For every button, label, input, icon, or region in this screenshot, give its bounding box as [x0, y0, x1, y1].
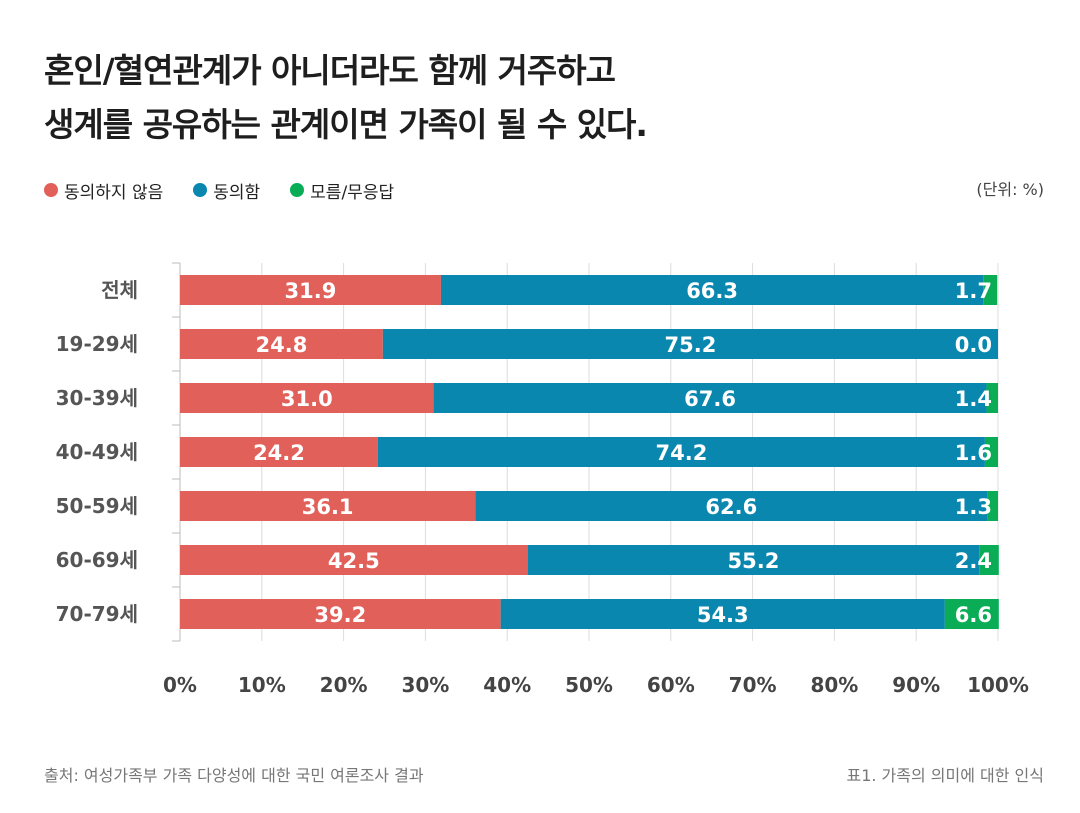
- x-tick-label: 40%: [483, 673, 531, 697]
- data-label: 36.1: [302, 495, 354, 519]
- data-label: 6.6: [955, 603, 992, 627]
- bar-segment: [983, 275, 998, 305]
- category-label: 전체: [101, 278, 138, 302]
- bar-segment: [180, 437, 378, 467]
- legend-label-unknown: 모름/무응답: [310, 182, 395, 203]
- data-label: 31.0: [281, 387, 333, 411]
- bar-segment: [984, 437, 998, 467]
- x-tick-label: 20%: [320, 673, 368, 697]
- data-label: 1.6: [955, 441, 992, 465]
- category-label: 60-69세: [56, 548, 138, 572]
- data-label: 24.2: [253, 441, 305, 465]
- bar-segment: [987, 491, 998, 521]
- data-label: 39.2: [314, 603, 366, 627]
- legend-item-agree: 동의함: [193, 178, 260, 203]
- x-tick-label: 90%: [892, 673, 940, 697]
- data-label: 1.7: [955, 279, 992, 303]
- category-label: 70-79세: [56, 602, 138, 626]
- category-label: 30-39세: [56, 386, 138, 410]
- data-label: 62.6: [705, 495, 757, 519]
- bar-segment: [382, 329, 998, 359]
- unit-label: (단위: %): [976, 180, 1044, 199]
- data-label: 74.2: [656, 441, 708, 465]
- bar-segment: [180, 383, 434, 413]
- bar-segment: [180, 329, 383, 359]
- x-tick-label: 60%: [647, 673, 695, 697]
- data-label: 0.0: [955, 333, 992, 357]
- bar-segment: [377, 437, 985, 467]
- category-label: 19-29세: [56, 332, 138, 356]
- data-label: 24.8: [256, 333, 308, 357]
- bar-segment: [180, 275, 441, 305]
- x-tick-label: 0%: [163, 673, 197, 697]
- data-label: 55.2: [728, 549, 780, 573]
- data-label: 66.3: [686, 279, 738, 303]
- bar-segment: [986, 383, 998, 413]
- legend-item-disagree: 동의하지 않음: [44, 178, 163, 203]
- legend-item-unknown: 모름/무응답: [290, 178, 394, 203]
- bar-segment: [527, 545, 980, 575]
- data-label: 2.4: [955, 549, 992, 573]
- category-label: 40-49세: [56, 440, 138, 464]
- chart-title: 혼인/혈연관계가 아니더라도 함께 거주하고 생계를 공유하는 관계이면 가족이…: [44, 44, 1044, 152]
- legend-label-disagree: 동의하지 않음: [64, 182, 164, 203]
- x-tick-label: 10%: [238, 673, 286, 697]
- source-note: 출처: 여성가족부 가족 다양성에 대한 국민 여론조사 결과: [44, 766, 424, 785]
- x-tick-label: 80%: [810, 673, 858, 697]
- x-tick-label: 30%: [401, 673, 449, 697]
- bar-segment: [180, 491, 476, 521]
- legend-swatch-agree: [193, 183, 208, 197]
- data-label: 54.3: [697, 603, 749, 627]
- title-line-2: 생계를 공유하는 관계이면 가족이 될 수 있다.: [44, 105, 648, 144]
- data-label: 1.4: [955, 387, 992, 411]
- data-label: 75.2: [665, 333, 717, 357]
- legend-swatch-unknown: [290, 183, 305, 197]
- data-label: 31.9: [285, 279, 337, 303]
- stacked-bar-chart: 0% 10% 20% 30% 40% 50% 60% 70% 80% 90% 100% 전체 31.9 6…: [56, 262, 1029, 697]
- data-label: 1.3: [955, 495, 992, 519]
- bar-segment: [433, 383, 987, 413]
- legend-label-agree: 동의함: [213, 182, 261, 203]
- x-tick-label: 100%: [967, 673, 1029, 697]
- x-tick-label: 50%: [565, 673, 613, 697]
- legend-swatch-disagree: [44, 183, 58, 197]
- title-line-1: 혼인/혈연관계가 아니더라도 함께 거주하고: [44, 51, 616, 90]
- category-label: 50-59세: [56, 494, 138, 518]
- bar-segment: [440, 275, 984, 305]
- bar-segment: [979, 545, 999, 575]
- x-tick-label: 70%: [729, 673, 777, 697]
- bar-segment: [180, 545, 528, 575]
- bar-segment: [475, 491, 988, 521]
- bar-segment: [180, 599, 501, 629]
- bar-segment: [944, 599, 999, 629]
- data-label: 42.5: [328, 549, 380, 573]
- bar-segment: [500, 599, 945, 629]
- legend: 동의하지 않음 동의함 모름/무응답: [44, 178, 424, 203]
- data-label: 67.6: [684, 387, 736, 411]
- figure-caption: 표1. 가족의 의미에 대한 인식: [846, 766, 1044, 785]
